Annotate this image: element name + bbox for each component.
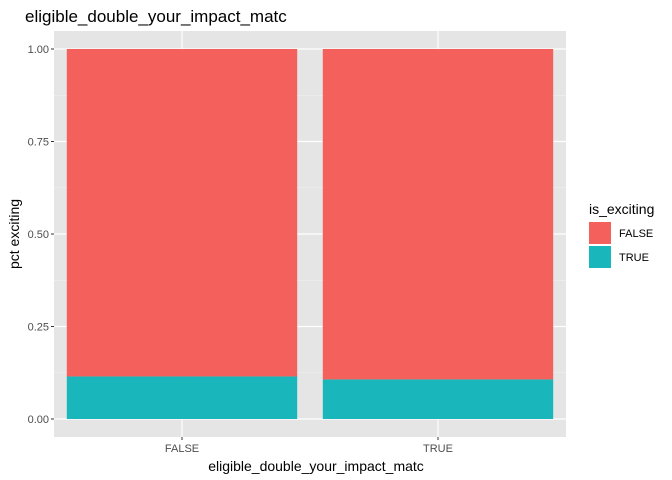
legend-title: is_exciting — [589, 201, 654, 217]
x-axis-title: eligible_double_your_impact_matc — [208, 458, 424, 474]
legend-entries: FALSE TRUE — [589, 222, 653, 268]
x-axis: FALSE TRUE — [165, 437, 453, 455]
legend-label-false: FALSE — [619, 228, 653, 240]
y-tick-label: 0.50 — [28, 229, 49, 241]
legend: is_exciting FALSE TRUE — [589, 201, 654, 268]
bar-segment-true-false — [322, 49, 554, 380]
chart-title: eligible_double_your_impact_matc — [25, 7, 287, 26]
bars — [66, 49, 554, 419]
legend-label-true: TRUE — [619, 252, 649, 264]
bar-segment-false-true — [66, 376, 298, 419]
legend-swatch-false — [589, 222, 611, 244]
y-tick-label: 0.25 — [28, 322, 49, 334]
bar-segment-true-true — [322, 379, 554, 419]
x-tick-label: FALSE — [165, 443, 199, 455]
y-tick-label: 0.75 — [28, 137, 49, 149]
y-tick-label: 1.00 — [28, 44, 49, 56]
x-tick-label: TRUE — [423, 443, 453, 455]
y-axis-title: pct exciting — [6, 199, 22, 269]
y-axis: 0.00 0.25 0.50 0.75 1.00 — [28, 44, 54, 426]
bar-segment-false-false — [66, 49, 298, 377]
legend-swatch-true — [589, 246, 611, 268]
y-tick-label: 0.00 — [28, 414, 49, 426]
